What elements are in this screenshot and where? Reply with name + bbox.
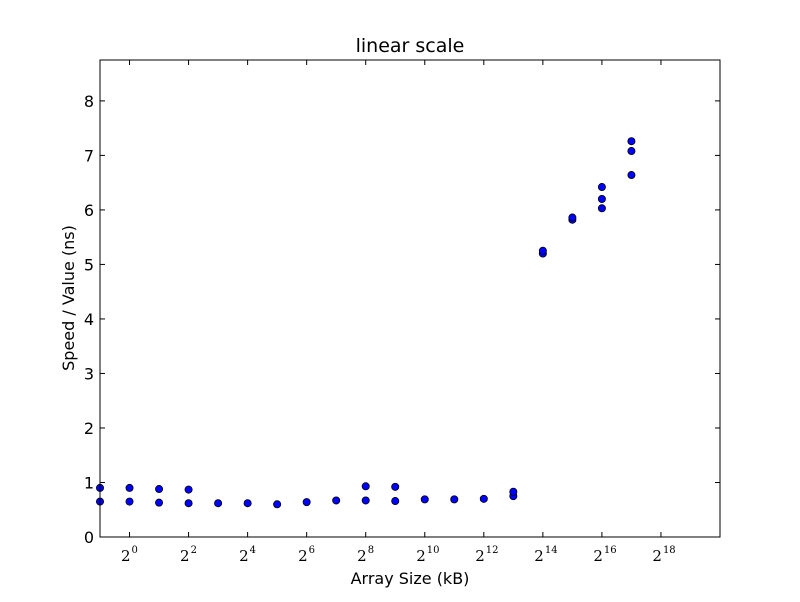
x-axis-label: Array Size (kB) [351, 569, 470, 588]
x-tick-label-exponent: 16 [604, 545, 617, 556]
data-point [125, 497, 134, 506]
x-tick-label-base: 2 [239, 547, 249, 565]
data-point [597, 195, 606, 204]
data-point [184, 499, 193, 508]
data-point [302, 498, 311, 507]
x-tick-label-base: 2 [180, 547, 190, 565]
data-point [243, 499, 252, 508]
x-tick-label-base: 2 [534, 547, 544, 565]
data-point [627, 137, 636, 146]
data-point [597, 204, 606, 213]
x-tick-label: 2 12 [475, 545, 498, 565]
y-tick-label: 4 [84, 310, 94, 329]
data-point [627, 147, 636, 156]
x-tick-label-exponent: 4 [250, 545, 256, 556]
x-tick-label: 2 18 [652, 545, 675, 565]
x-tick-label-exponent: 12 [486, 545, 499, 556]
x-tick-label-base: 2 [475, 547, 485, 565]
x-tick-label-exponent: 2 [191, 545, 197, 556]
y-tick-label: 5 [84, 255, 94, 274]
x-tick-label-exponent: 14 [545, 545, 558, 556]
data-point [125, 483, 134, 492]
data-point [361, 496, 370, 505]
y-tick-label: 7 [84, 146, 94, 165]
data-point [214, 499, 223, 508]
x-tick-label-exponent: 6 [309, 545, 315, 556]
data-point [391, 482, 400, 491]
data-point [155, 498, 164, 507]
x-tick-label-base: 2 [357, 547, 367, 565]
y-tick-label: 3 [84, 364, 94, 383]
data-point [450, 495, 459, 504]
data-point [184, 485, 193, 494]
data-point [538, 246, 547, 255]
data-point [568, 213, 577, 222]
x-tick-label-exponent: 10 [427, 545, 440, 556]
x-tick-label: 2 10 [416, 545, 439, 565]
data-point [509, 487, 518, 496]
x-tick-label-base: 2 [121, 547, 131, 565]
data-point [479, 494, 488, 503]
y-axis-label: Speed / Value (ns) [59, 225, 78, 371]
plot-frame [99, 59, 721, 538]
data-point [420, 495, 429, 504]
data-point [155, 485, 164, 494]
x-tick-label-exponent: 18 [663, 545, 676, 556]
data-point [361, 482, 370, 491]
x-tick-label-base: 2 [593, 547, 603, 565]
x-tick-label: 2 16 [593, 545, 616, 565]
y-tick-label: 0 [84, 528, 94, 547]
y-tick-label: 2 [84, 419, 94, 438]
data-point [332, 496, 341, 505]
data-point [627, 171, 636, 180]
data-points-layer [96, 137, 636, 509]
data-point [597, 183, 606, 192]
x-tick-label-base: 2 [298, 547, 308, 565]
chart-title: linear scale [356, 35, 465, 57]
x-tick-label-base: 2 [416, 547, 426, 565]
y-tick-label: 1 [84, 473, 94, 492]
data-point [273, 500, 282, 509]
x-tick-label: 2 14 [534, 545, 557, 565]
y-tick-label: 8 [84, 92, 94, 111]
x-tick-label-exponent: 8 [368, 545, 374, 556]
x-tick-label-exponent: 0 [132, 545, 138, 556]
y-tick-label: 6 [84, 201, 94, 220]
data-point [391, 497, 400, 506]
x-tick-label-base: 2 [652, 547, 662, 565]
